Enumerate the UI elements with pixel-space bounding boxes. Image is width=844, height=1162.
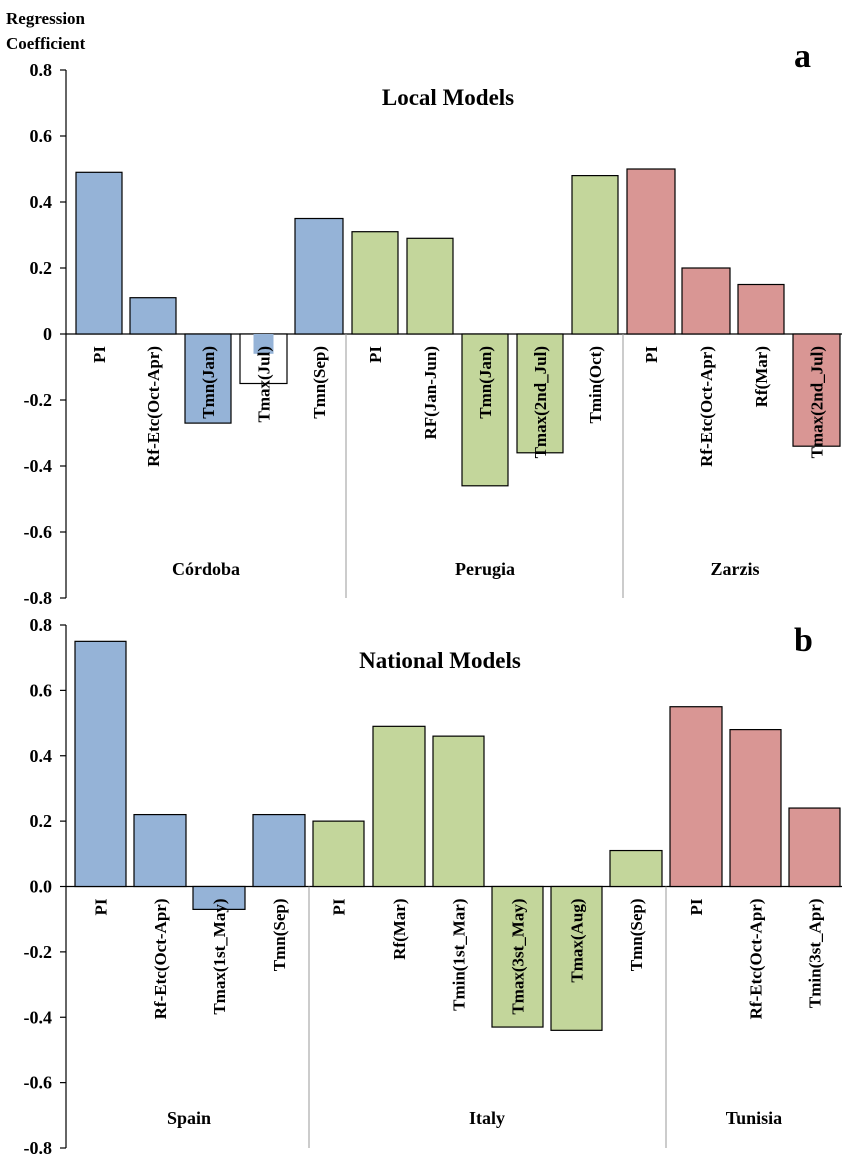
bar [351,231,399,335]
bar [737,283,785,335]
group-label: Zarzis [711,559,760,579]
group-label: Tunisia [726,1108,782,1128]
y-tick-label: 0.8 [30,60,53,80]
category-label: Rf-Etc(Oct-Apr) [151,899,170,1020]
bar [729,728,782,888]
category-label: Tmn(Jan) [199,346,218,419]
bar [372,725,426,888]
bar [491,885,544,1028]
category-label: Tmax(Aug) [568,899,587,983]
category-label: PI [90,346,109,363]
category-label: Tmax(2nd_Jul) [808,346,827,458]
category-label: Tmn(Sep) [627,899,646,972]
bar [133,813,187,888]
category-label: PI [687,898,706,915]
bar-inner-fill [253,334,274,354]
y-tick-label: 0.6 [30,680,53,700]
y-tick-label: 0.2 [30,811,53,831]
y-tick-label: -0.2 [24,942,53,962]
bar [571,175,619,335]
category-label: PI [366,346,385,363]
bar [239,333,288,385]
category-label: Tmin(Oct) [586,346,605,423]
category-label: PI [642,346,661,363]
group-label: Perugia [455,559,515,579]
y-tick-label: -0.8 [24,1138,53,1158]
category-label: Rf-Etc(Oct-Apr) [697,346,716,467]
category-label: Tmn(Jan) [476,346,495,419]
panel-letter: b [794,622,813,659]
y-tick-label: 0.4 [30,192,53,212]
bar [626,168,676,335]
y-axis-title-line-1: Regression [6,9,86,28]
panel-title: Local Models [382,85,514,110]
y-tick-label: 0 [43,324,52,344]
y-axis-title-line-2: Coefficient [6,34,86,53]
panel-title: National Models [359,648,521,673]
category-label: Rf-Etc(Oct-Apr) [144,346,163,467]
bar [550,885,603,1031]
category-label: Tmn(Sep) [270,899,289,972]
y-tick-label: 0.6 [30,126,53,146]
y-tick-label: -0.4 [24,1007,53,1027]
y-tick-label: -0.2 [24,390,53,410]
category-label: Tmn(Sep) [310,346,329,419]
bar [609,849,663,888]
category-label: Rf(Mar) [390,899,409,960]
y-tick-label: 0.0 [30,877,53,897]
category-label: RF(Jan-Jun) [421,346,440,440]
category-label: Rf(Mar) [752,346,771,407]
bar [516,333,564,454]
category-label: Rf-Etc(Oct-Apr) [747,899,766,1020]
bar [184,333,232,424]
bar [252,813,306,888]
panel-a-local-models: 0.8 0.6 0.4 0.2 0 -0.2 -0.4 -0.6 -0.8 Local Model… [24,38,842,608]
bar [788,807,841,888]
category-label: Tmin(3st_Apr) [806,899,825,1009]
bar [461,333,509,487]
bar [75,171,123,335]
bar [192,885,246,910]
bar [129,297,177,335]
group-label: Spain [167,1108,211,1128]
y-tick-label: -0.8 [24,588,53,608]
y-tick-label: 0.8 [30,615,53,635]
category-label: Tmax(Jul) [255,346,274,423]
bar [432,735,485,888]
bar [74,640,127,888]
category-label: PI [330,898,349,915]
category-label: PI [92,898,111,915]
panel-letter: a [794,38,811,75]
bar [681,267,731,335]
group-label: Italy [469,1108,505,1128]
group-label: Córdoba [172,559,240,579]
bar [294,217,344,335]
bar [669,706,723,888]
bar [792,333,841,447]
y-tick-label: -0.6 [24,522,53,542]
category-label: Tmax(2nd_Jul) [531,346,550,458]
panel-b-national-models: 0.8 0.6 0.4 0.2 0.0 -0.2 -0.4 -0.6 -0.8 National … [24,615,842,1158]
y-tick-label: -0.4 [24,456,53,476]
category-label: Tmin(1st_Mar) [450,899,469,1011]
bar [312,820,365,888]
y-tick-label: -0.6 [24,1073,53,1093]
y-tick-label: 0.4 [30,746,53,766]
y-tick-label: 0.2 [30,258,53,278]
category-label: Tmax(3st_May) [509,899,528,1015]
bar [406,237,454,335]
category-label: Tmax(1st_May) [210,899,229,1015]
